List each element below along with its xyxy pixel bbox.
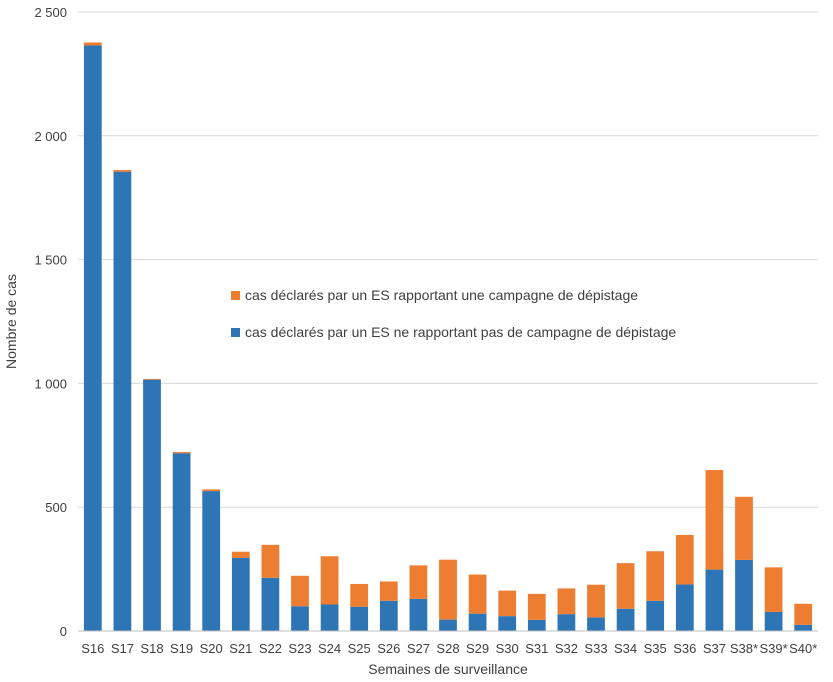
bar-segment-no-screening bbox=[646, 600, 665, 631]
bar-segment-screening bbox=[587, 584, 605, 618]
bar-segment-screening bbox=[202, 489, 221, 492]
x-tick-label: S21 bbox=[229, 641, 252, 656]
x-tick-label: S25 bbox=[348, 641, 371, 656]
x-tick-label: S20 bbox=[200, 641, 223, 656]
bars bbox=[83, 42, 813, 631]
bar-segment-screening bbox=[172, 451, 191, 454]
bar-segment-screening bbox=[468, 574, 487, 614]
x-tick-label: S38* bbox=[730, 641, 758, 656]
bar-segment-no-screening bbox=[291, 606, 309, 631]
y-tick-label: 1 000 bbox=[34, 376, 67, 391]
bar-segment-no-screening bbox=[409, 598, 428, 631]
bar-segment-no-screening bbox=[113, 171, 132, 631]
x-tick-label: S22 bbox=[259, 641, 282, 656]
x-tick-label: S26 bbox=[377, 641, 400, 656]
bar-segment-no-screening bbox=[735, 559, 753, 631]
bar-segment-no-screening bbox=[527, 619, 546, 631]
y-tick-label: 2 000 bbox=[34, 129, 67, 144]
y-axis-ticks: 0 500 1 000 1 500 2 000 2 500 bbox=[34, 5, 67, 639]
x-tick-label: S18 bbox=[140, 641, 163, 656]
bar-segment-no-screening bbox=[557, 614, 576, 631]
x-tick-label: S17 bbox=[111, 641, 134, 656]
bar-segment-no-screening bbox=[172, 453, 191, 631]
bar-segment-screening bbox=[113, 169, 132, 172]
bar-segment-no-screening bbox=[587, 617, 605, 631]
bar-segment-screening bbox=[764, 567, 783, 612]
bar-segment-screening bbox=[557, 588, 576, 615]
bar-segment-no-screening bbox=[764, 611, 783, 631]
bar-segment-screening bbox=[291, 575, 309, 607]
bar-segment-no-screening bbox=[616, 608, 635, 631]
bar-segment-no-screening bbox=[83, 45, 102, 631]
x-tick-label: S33 bbox=[584, 641, 607, 656]
x-axis-ticks: S16 S17 S18 S19 S20 S21 S22 S23 S24 S25 S26 S27 S28 S… bbox=[81, 641, 817, 656]
bar-segment-no-screening bbox=[498, 616, 517, 631]
bar-segment-screening bbox=[143, 378, 161, 380]
bar-segment-no-screening bbox=[439, 619, 457, 631]
bar-segment-screening bbox=[409, 565, 428, 599]
bar-segment-no-screening bbox=[379, 600, 398, 631]
bar-segment-screening bbox=[231, 551, 250, 558]
x-tick-label: S39* bbox=[759, 641, 787, 656]
x-tick-label: S23 bbox=[288, 641, 311, 656]
y-tick-label: 0 bbox=[60, 624, 67, 639]
y-tick-label: 2 500 bbox=[34, 5, 67, 20]
bar-segment-no-screening bbox=[261, 577, 280, 631]
bar-segment-no-screening bbox=[320, 604, 339, 631]
bar-segment-screening bbox=[350, 583, 369, 607]
bar-segment-no-screening bbox=[143, 379, 161, 631]
x-tick-label: S16 bbox=[81, 641, 104, 656]
x-tick-label: S31 bbox=[525, 641, 548, 656]
x-tick-label: S27 bbox=[407, 641, 430, 656]
bar-segment-no-screening bbox=[202, 491, 221, 631]
gridlines bbox=[78, 11, 818, 508]
bar-segment-screening bbox=[379, 581, 398, 601]
x-axis-title: Semaines de surveillance bbox=[368, 661, 528, 677]
bar-segment-no-screening bbox=[468, 613, 487, 631]
bar-segment-no-screening bbox=[794, 624, 813, 631]
bar-segment-no-screening bbox=[705, 569, 724, 631]
bar-segment-screening bbox=[83, 42, 102, 46]
x-tick-label: S28 bbox=[436, 641, 459, 656]
bar-segment-screening bbox=[439, 559, 457, 620]
bar-segment-no-screening bbox=[675, 584, 694, 631]
x-tick-label: S29 bbox=[466, 641, 489, 656]
bar-segment-screening bbox=[675, 534, 694, 585]
x-tick-label: S36 bbox=[673, 641, 696, 656]
bar-segment-screening bbox=[794, 603, 813, 625]
legend-swatch bbox=[231, 291, 240, 300]
bar-segment-no-screening bbox=[350, 606, 369, 631]
bar-segment-screening bbox=[616, 563, 635, 609]
bar-segment-screening bbox=[735, 496, 753, 560]
x-tick-label: S34 bbox=[614, 641, 637, 656]
x-tick-label: S40* bbox=[789, 641, 817, 656]
bar-segment-screening bbox=[705, 470, 724, 570]
legend-swatch bbox=[231, 328, 240, 337]
x-tick-label: S30 bbox=[496, 641, 519, 656]
legend: cas déclarés par un ES rapportant une ca… bbox=[231, 287, 676, 340]
x-tick-label: S32 bbox=[555, 641, 578, 656]
bar-segment-screening bbox=[498, 590, 517, 617]
x-tick-label: S37 bbox=[703, 641, 726, 656]
bar-segment-screening bbox=[261, 544, 280, 578]
bar-segment-no-screening bbox=[231, 557, 250, 631]
x-tick-label: S19 bbox=[170, 641, 193, 656]
bar-segment-screening bbox=[320, 556, 339, 605]
x-tick-label: S35 bbox=[644, 641, 667, 656]
legend-label: cas déclarés par un ES ne rapportant pas… bbox=[245, 324, 676, 340]
bar-segment-screening bbox=[646, 551, 665, 601]
y-tick-label: 500 bbox=[45, 500, 67, 515]
x-tick-label: S24 bbox=[318, 641, 341, 656]
legend-label: cas déclarés par un ES rapportant une ca… bbox=[245, 287, 638, 303]
bar-segment-screening bbox=[527, 593, 546, 620]
y-tick-label: 1 500 bbox=[34, 253, 67, 268]
y-axis-title: Nombre de cas bbox=[3, 274, 19, 369]
